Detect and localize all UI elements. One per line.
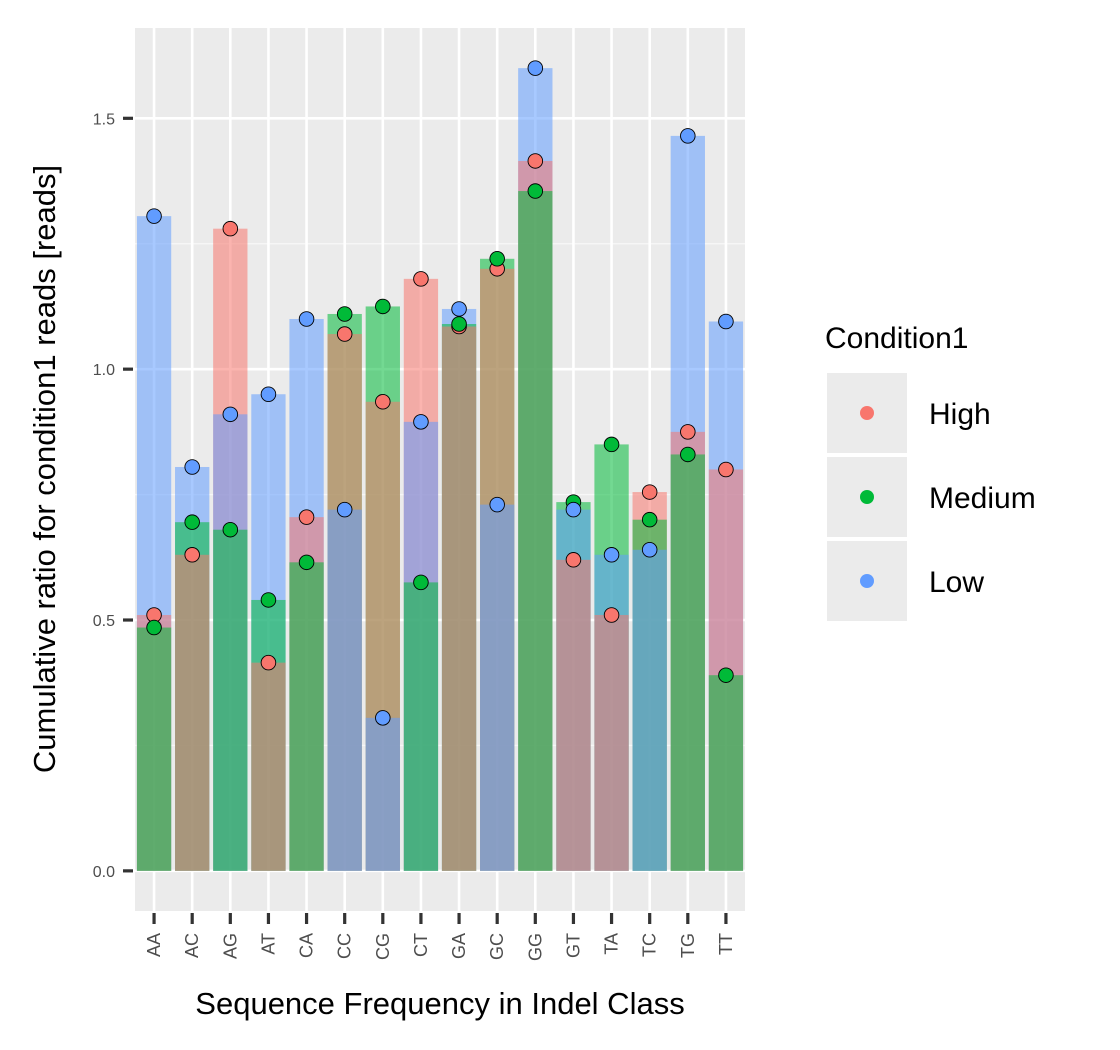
point-high-cg (375, 394, 391, 410)
bar-low-cg (365, 717, 400, 871)
bar-medium-ct (403, 582, 439, 871)
point-high-ca (298, 509, 315, 525)
point-high-gt (565, 552, 582, 568)
x-axis: AA AC AG AT CA CC CG CT GA GC GG GT TA TC TG TT (144, 913, 736, 961)
legend-key-point-high (860, 406, 874, 420)
point-high-tg (680, 424, 696, 440)
y-tick-label: 1.5 (93, 111, 115, 128)
point-low-gc (489, 496, 505, 513)
point-low-tt (718, 313, 734, 330)
point-medium-ta (603, 436, 620, 453)
bars (136, 68, 744, 871)
bar-medium-tt (708, 675, 744, 871)
point-high-gg (527, 153, 544, 169)
point-medium-gg (527, 183, 544, 199)
x-tick-label: GT (563, 933, 583, 958)
x-tick-label: CA (297, 933, 317, 958)
bar-high-ga (441, 326, 477, 871)
point-low-ca (298, 311, 315, 327)
point-low-ag (222, 406, 239, 423)
point-low-gt (565, 501, 582, 518)
point-low-ct (413, 414, 429, 430)
bar-low-cc (327, 509, 362, 871)
x-tick-label: TT (716, 933, 736, 955)
point-low-ta (603, 547, 620, 563)
point-high-cc (336, 326, 353, 342)
point-low-gg (527, 60, 544, 76)
bar-high-ac (175, 554, 210, 871)
x-tick-label: TC (640, 933, 660, 957)
bar-medium-tg (670, 454, 705, 871)
x-tick-label: CC (335, 933, 355, 959)
point-high-ac (184, 547, 200, 563)
x-tick-label: GC (487, 933, 507, 960)
x-tick-label: TG (678, 933, 698, 958)
point-medium-ac (184, 514, 200, 530)
y-tick-label: 1.0 (93, 362, 115, 379)
legend-label-medium: Medium (929, 482, 1036, 515)
bar-medium-aa (136, 627, 172, 871)
point-low-tc (641, 542, 658, 558)
point-medium-cc (336, 306, 353, 322)
bar-medium-ag (213, 529, 248, 871)
point-high-at (260, 654, 277, 671)
legend-key-point-medium (860, 490, 874, 504)
x-tick-label: AT (258, 933, 278, 955)
x-tick-label: AA (144, 933, 164, 957)
point-medium-ca (298, 554, 315, 571)
x-tick-label: AC (182, 933, 202, 958)
point-medium-tg (680, 446, 696, 463)
point-low-ac (184, 459, 200, 475)
point-high-ag (222, 220, 239, 237)
legend: Condition1 High Medium Low (825, 322, 1036, 621)
x-tick-label: TA (602, 933, 622, 955)
bar-high-gt (556, 559, 591, 871)
legend-label-high: High (929, 398, 991, 431)
y-tick-label: 0.5 (93, 613, 115, 630)
point-medium-cg (375, 298, 391, 315)
y-tick-label: 0.0 (93, 864, 115, 881)
y-axis-title: Cumulative ratio for condition1 reads [r… (27, 165, 62, 773)
bar-high-ta (594, 614, 629, 871)
x-tick-label: GA (449, 933, 469, 959)
bar-medium-ca (289, 562, 324, 871)
point-medium-aa (146, 619, 162, 636)
legend-label-low: Low (929, 566, 984, 599)
point-low-cg (375, 710, 391, 726)
y-axis: 0.0 0.5 1.0 1.5 (93, 111, 133, 881)
bar-medium-gg (518, 191, 553, 871)
point-low-at (260, 386, 277, 402)
legend-title: Condition1 (825, 322, 968, 355)
legend-key-point-low (860, 574, 874, 588)
x-tick-label: GG (525, 933, 545, 961)
x-tick-label: CT (411, 933, 431, 957)
bar-low-tc (632, 549, 667, 871)
point-low-ga (451, 301, 467, 317)
x-axis-title: Sequence Frequency in Indel Class (195, 986, 684, 1021)
point-medium-gc (489, 251, 505, 267)
points (146, 60, 734, 726)
point-low-aa (146, 208, 162, 224)
point-high-tc (641, 484, 658, 500)
point-high-tt (718, 461, 734, 478)
point-medium-tc (641, 511, 658, 528)
point-medium-at (260, 592, 277, 608)
point-low-tg (680, 128, 696, 144)
point-medium-ag (222, 521, 239, 538)
bar-low-gc (480, 504, 515, 871)
point-low-cc (336, 501, 353, 518)
point-medium-ct (413, 574, 429, 591)
point-high-ct (413, 271, 429, 287)
x-tick-label: AG (220, 933, 240, 959)
point-high-ta (603, 607, 620, 623)
point-medium-ga (451, 316, 467, 332)
point-medium-tt (718, 667, 734, 683)
x-tick-label: CG (373, 933, 393, 960)
bar-high-at (251, 662, 286, 871)
